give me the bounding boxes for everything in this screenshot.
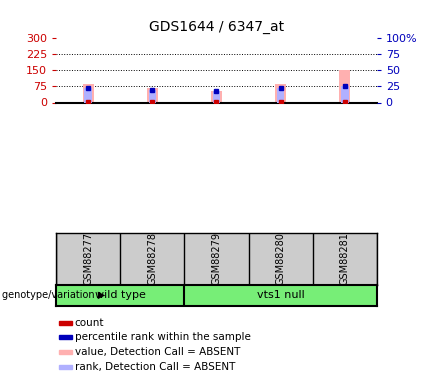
Bar	[83, 84, 94, 102]
Text: percentile rank within the sample: percentile rank within the sample	[74, 332, 250, 342]
Text: vts1 null: vts1 null	[257, 290, 304, 300]
Bar	[58, 335, 72, 339]
Bar	[275, 84, 286, 102]
Bar	[147, 88, 158, 102]
Text: GSM88277: GSM88277	[83, 232, 94, 285]
Bar	[211, 91, 222, 102]
Bar	[277, 88, 284, 102]
Text: GSM88280: GSM88280	[275, 232, 286, 285]
Bar	[341, 86, 349, 102]
Text: genotype/variation ▶: genotype/variation ▶	[2, 291, 105, 300]
Bar	[149, 90, 156, 102]
Bar	[84, 88, 92, 102]
Bar	[58, 321, 72, 325]
Text: GSM88278: GSM88278	[147, 232, 158, 285]
Bar	[339, 70, 350, 102]
Title: GDS1644 / 6347_at: GDS1644 / 6347_at	[149, 20, 284, 34]
Text: GSM88279: GSM88279	[211, 232, 222, 285]
Bar	[58, 350, 72, 354]
Text: count: count	[74, 318, 104, 328]
Text: rank, Detection Call = ABSENT: rank, Detection Call = ABSENT	[74, 362, 235, 372]
Text: wild type: wild type	[95, 290, 146, 300]
Bar	[58, 365, 72, 369]
Text: value, Detection Call = ABSENT: value, Detection Call = ABSENT	[74, 347, 240, 357]
Text: GSM88281: GSM88281	[339, 232, 350, 285]
Bar	[213, 91, 220, 102]
